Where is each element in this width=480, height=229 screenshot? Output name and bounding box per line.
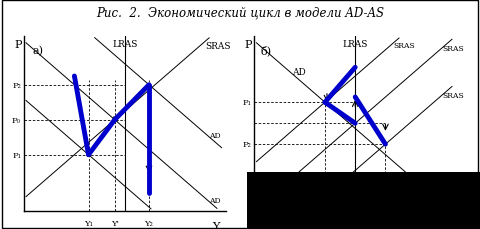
- Text: Y: Y: [212, 221, 219, 229]
- Text: б): б): [261, 45, 272, 56]
- Text: SRAS: SRAS: [442, 45, 464, 53]
- Text: P₁: P₁: [12, 151, 21, 159]
- Text: SRAS: SRAS: [205, 42, 231, 51]
- Text: P: P: [245, 40, 252, 50]
- Text: AD: AD: [209, 196, 221, 204]
- Text: LRAS: LRAS: [343, 40, 368, 49]
- Text: P₂: P₂: [12, 81, 21, 89]
- Text: P: P: [14, 40, 22, 50]
- Text: Y': Y': [111, 219, 119, 227]
- Text: Рис.  2.  Экономический цикл в модели AD-AS: Рис. 2. Экономический цикл в модели AD-A…: [96, 7, 384, 20]
- Text: LRAS: LRAS: [112, 40, 137, 49]
- Text: P₁: P₁: [242, 99, 252, 107]
- Text: SRAS: SRAS: [442, 92, 464, 100]
- Text: P₂: P₂: [242, 141, 252, 149]
- Text: P₀: P₀: [12, 116, 21, 124]
- Text: Y₁: Y₁: [84, 219, 93, 227]
- Text: AD: AD: [209, 132, 221, 140]
- Text: Y₂: Y₂: [144, 219, 154, 227]
- Text: SRAS: SRAS: [394, 41, 415, 49]
- Text: a): a): [32, 45, 43, 56]
- Text: AD: AD: [292, 68, 306, 77]
